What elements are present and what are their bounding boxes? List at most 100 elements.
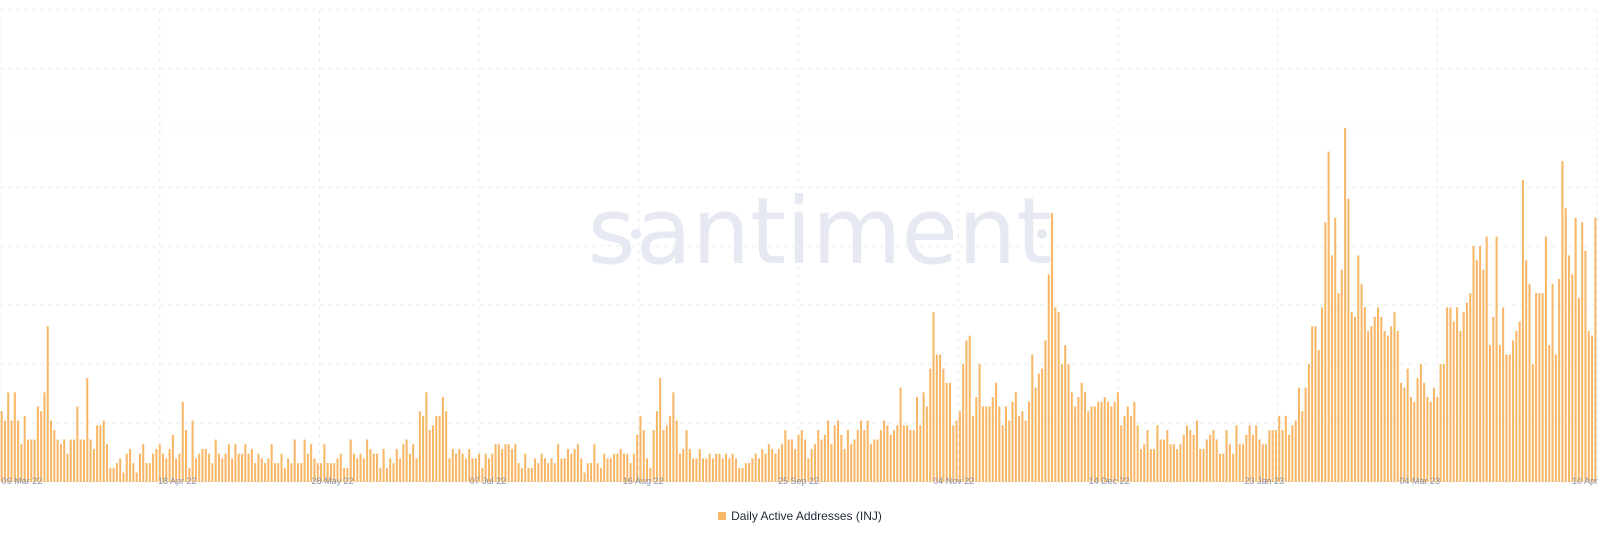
bar[interactable] [804, 439, 807, 482]
bar[interactable] [1525, 260, 1528, 482]
bar[interactable] [359, 453, 362, 482]
bar[interactable] [30, 439, 33, 482]
bar[interactable] [102, 420, 105, 482]
bar[interactable] [1021, 411, 1024, 482]
bar[interactable] [863, 430, 866, 482]
bar[interactable] [955, 420, 958, 482]
bar[interactable] [1238, 444, 1241, 482]
bar[interactable] [1367, 330, 1370, 482]
bar[interactable] [912, 430, 915, 482]
bar[interactable] [550, 458, 553, 482]
bar[interactable] [168, 448, 171, 482]
bar[interactable] [968, 335, 971, 482]
bar[interactable] [372, 453, 375, 482]
bar[interactable] [906, 425, 909, 482]
bar[interactable] [1426, 397, 1429, 482]
bar[interactable] [1498, 345, 1501, 482]
bar[interactable] [543, 458, 546, 482]
bar[interactable] [929, 368, 932, 482]
bar[interactable] [1274, 430, 1277, 482]
bar[interactable] [873, 439, 876, 482]
bar[interactable] [563, 458, 566, 482]
bar[interactable] [1449, 307, 1452, 482]
bar[interactable] [1409, 397, 1412, 482]
bar[interactable] [491, 453, 494, 482]
bar[interactable] [3, 420, 6, 482]
bar[interactable] [1363, 307, 1366, 482]
bar[interactable] [1452, 321, 1455, 482]
bar[interactable] [1051, 212, 1054, 482]
bar[interactable] [991, 397, 994, 482]
bar[interactable] [122, 472, 125, 482]
bar[interactable] [511, 448, 514, 482]
bar[interactable] [217, 453, 220, 482]
bar[interactable] [935, 354, 938, 482]
bar[interactable] [1284, 415, 1287, 482]
bar[interactable] [497, 444, 500, 482]
bar[interactable] [99, 425, 102, 482]
bar[interactable] [754, 453, 757, 482]
bar[interactable] [669, 415, 672, 482]
bar[interactable] [1495, 236, 1498, 482]
bar[interactable] [1034, 387, 1037, 482]
bar[interactable] [659, 378, 662, 482]
bar[interactable] [148, 463, 151, 482]
bar[interactable] [606, 458, 609, 482]
bar[interactable] [1195, 420, 1198, 482]
bar[interactable] [1571, 274, 1574, 482]
bar[interactable] [343, 467, 346, 482]
bar[interactable] [1591, 335, 1594, 482]
bar[interactable] [856, 430, 859, 482]
bar[interactable] [646, 458, 649, 482]
bar[interactable] [320, 463, 323, 482]
bar[interactable] [89, 439, 92, 482]
bar[interactable] [96, 425, 99, 482]
bar[interactable] [125, 453, 128, 482]
bar[interactable] [1057, 312, 1060, 482]
bar[interactable] [757, 458, 761, 482]
bar[interactable] [53, 430, 56, 482]
bar[interactable] [988, 406, 991, 482]
bar[interactable] [349, 439, 352, 482]
bar[interactable] [10, 420, 13, 482]
bar[interactable] [1090, 406, 1093, 482]
bar[interactable] [711, 458, 714, 482]
bar[interactable] [244, 444, 247, 482]
bar[interactable] [534, 458, 537, 482]
bar[interactable] [685, 430, 688, 482]
bar[interactable] [369, 448, 372, 482]
bar[interactable] [395, 448, 398, 482]
bar[interactable] [310, 444, 313, 482]
bar[interactable] [925, 406, 928, 482]
bar[interactable] [1373, 316, 1376, 482]
bar[interactable] [250, 448, 253, 482]
bar[interactable] [76, 406, 79, 482]
bar[interactable] [869, 444, 872, 482]
bar[interactable] [1330, 255, 1333, 482]
bar[interactable] [1459, 330, 1462, 482]
bar[interactable] [1255, 425, 1258, 482]
bar[interactable] [290, 463, 293, 482]
bar[interactable] [978, 364, 981, 482]
bar[interactable] [132, 463, 135, 482]
bar[interactable] [1008, 420, 1011, 482]
bar[interactable] [1126, 406, 1129, 482]
bar[interactable] [1077, 397, 1080, 482]
bar[interactable] [481, 467, 484, 482]
bar[interactable] [672, 392, 675, 482]
bar[interactable] [1123, 415, 1126, 482]
bar[interactable] [800, 430, 803, 482]
bar[interactable] [771, 448, 774, 482]
bar[interactable] [985, 406, 988, 482]
bar[interactable] [17, 420, 20, 482]
bar[interactable] [214, 439, 217, 482]
bar[interactable] [540, 453, 543, 482]
bar[interactable] [774, 453, 777, 482]
bar[interactable] [655, 411, 658, 482]
bar[interactable] [471, 458, 474, 482]
bar[interactable] [1403, 387, 1406, 482]
bar[interactable] [445, 411, 448, 482]
bar[interactable] [135, 472, 138, 482]
bar[interactable] [1268, 430, 1271, 482]
bar[interactable] [652, 430, 655, 482]
